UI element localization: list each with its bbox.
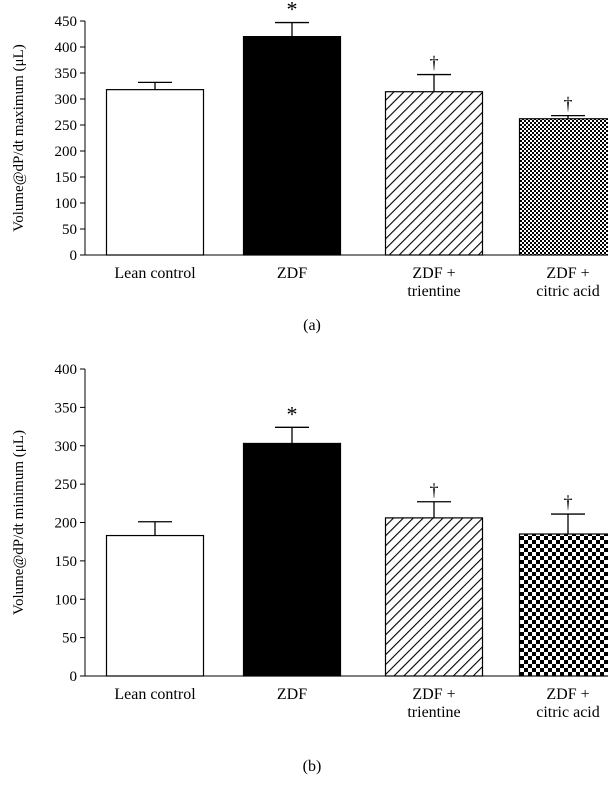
category-label: ZDF: [277, 686, 307, 703]
y-tick-label: 300: [55, 92, 78, 108]
y-tick-label: 200: [55, 144, 78, 160]
y-tick-label: 200: [55, 516, 78, 532]
bar: [518, 118, 608, 256]
panel-label: (a): [303, 317, 321, 334]
bar: [105, 534, 205, 677]
y-tick-label: 400: [55, 40, 78, 56]
significance-marker: †: [430, 480, 439, 500]
bar: [384, 517, 484, 677]
chart-panel-a: 0 50 100 150 200 250 300 350 400 450 Volume@dP/dt …: [11, 0, 608, 334]
category-label: ZDF +: [412, 265, 455, 282]
bar: [242, 442, 342, 677]
category-label: ZDF +: [546, 265, 589, 282]
chart-panel-b: 0 50 100 150 200 250 300 350 400 Volume@dP/dt min…: [11, 362, 608, 775]
category-label: ZDF +: [546, 686, 589, 703]
significance-marker: †: [564, 492, 573, 512]
panel-label: (b): [303, 758, 322, 775]
category-label: ZDF +: [412, 686, 455, 703]
category-label: Lean control: [114, 265, 196, 282]
bar: [384, 91, 484, 256]
y-tick-label: 250: [55, 118, 78, 134]
y-tick-label: 150: [55, 170, 78, 186]
y-tick-label: 50: [62, 222, 77, 238]
y-axis-label: Volume@dP/dt maximum (μL): [11, 44, 27, 231]
y-tick-label: 0: [70, 248, 78, 264]
bar: [105, 89, 205, 256]
significance-marker: *: [287, 0, 298, 22]
y-tick-label: 100: [55, 196, 78, 212]
bar: [518, 533, 608, 677]
y-tick-label: 0: [70, 669, 78, 685]
y-tick-label: 300: [55, 439, 78, 455]
y-tick-label: 350: [55, 66, 78, 82]
y-tick-label: 400: [55, 362, 78, 378]
y-tick-label: 100: [55, 592, 78, 608]
significance-marker: †: [430, 53, 439, 73]
category-label: Lean control: [114, 686, 196, 703]
y-tick-label: 450: [55, 14, 78, 30]
category-label: ZDF: [277, 265, 307, 282]
y-tick-label: 150: [55, 554, 78, 570]
category-label: citric acid: [536, 283, 600, 300]
y-tick-label: 50: [62, 631, 77, 647]
significance-marker: †: [564, 94, 573, 114]
y-axis-label: Volume@dP/dt minimum (μL): [11, 430, 27, 615]
category-label: citric acid: [536, 704, 600, 721]
y-tick-label: 350: [55, 400, 78, 416]
y-tick-label: 250: [55, 477, 78, 493]
category-label: trientine: [407, 704, 460, 721]
bar: [242, 35, 342, 256]
significance-marker: *: [287, 401, 298, 426]
category-label: trientine: [407, 283, 460, 300]
